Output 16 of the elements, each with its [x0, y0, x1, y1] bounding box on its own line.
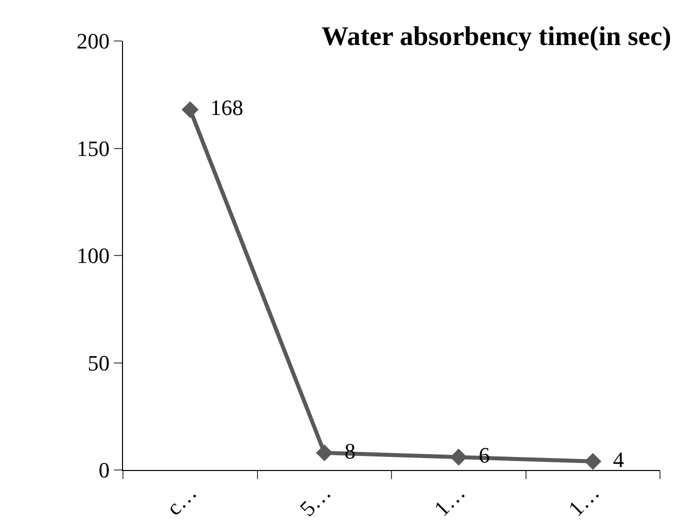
point: [584, 452, 602, 470]
y-tick-label: 0: [98, 458, 110, 483]
x-tick-label: 1…: [428, 480, 470, 522]
point: [450, 448, 468, 466]
y-tick-label: 50: [88, 350, 110, 376]
data-label: 4: [602, 446, 624, 472]
y-tick-label: 150: [76, 136, 110, 161]
y-tick-label: 200: [76, 28, 110, 54]
data-label: 168: [199, 95, 244, 120]
x-tick-label: 1…: [563, 480, 604, 522]
chart-title: Water absorbency time(in sec): [322, 21, 672, 52]
y-tick-label: 100: [76, 243, 110, 268]
x-tick-label: c…: [161, 480, 202, 520]
x-tick-label: 5…: [294, 480, 336, 522]
point: [316, 444, 333, 462]
point: [182, 101, 199, 118]
